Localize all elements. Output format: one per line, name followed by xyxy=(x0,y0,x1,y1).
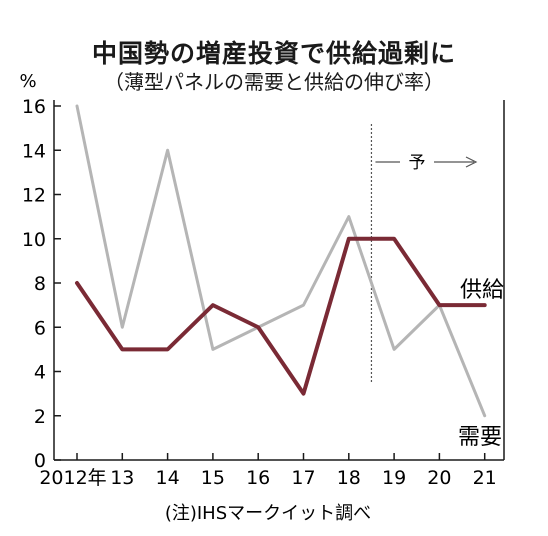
x-tick-label: 18 xyxy=(337,467,361,489)
x-tick-label: 13 xyxy=(110,467,134,489)
y-tick-label: 14 xyxy=(22,140,46,162)
y-axis-unit: % xyxy=(19,71,36,92)
y-tick-label: 6 xyxy=(34,317,46,339)
series-label-demand: 需要 xyxy=(458,425,502,450)
y-tick-label: 8 xyxy=(34,273,46,295)
y-tick-label: 16 xyxy=(22,96,46,118)
y-tick-label: 12 xyxy=(22,185,46,207)
x-tick-label: 17 xyxy=(291,467,315,489)
x-tick-label: 16 xyxy=(246,467,270,489)
series-label-supply: 供給 xyxy=(460,278,504,303)
forecast-label: 予 xyxy=(409,153,426,173)
x-tick-label: 15 xyxy=(201,467,225,489)
chart-subtitle: （薄型パネルの需要と供給の伸び率） xyxy=(104,70,444,94)
x-tick-label: 2012年 xyxy=(39,467,106,489)
x-tick-label: 21 xyxy=(473,467,497,489)
y-tick-label: 2 xyxy=(34,406,46,428)
source-note: (注)IHSマークイット調べ xyxy=(165,503,371,524)
x-tick-label: 14 xyxy=(156,467,180,489)
x-tick-label: 19 xyxy=(382,467,406,489)
series-line-supply xyxy=(75,236,487,396)
forecast-arrow-head xyxy=(465,156,478,168)
chart-title: 中国勢の増産投資で供給過剰に xyxy=(91,39,456,68)
y-tick-label: 4 xyxy=(34,362,46,384)
y-tick-label: 10 xyxy=(22,229,46,251)
series-line-demand xyxy=(75,104,487,418)
y-tick-label: 0 xyxy=(34,450,46,472)
x-tick-label: 20 xyxy=(427,467,451,489)
